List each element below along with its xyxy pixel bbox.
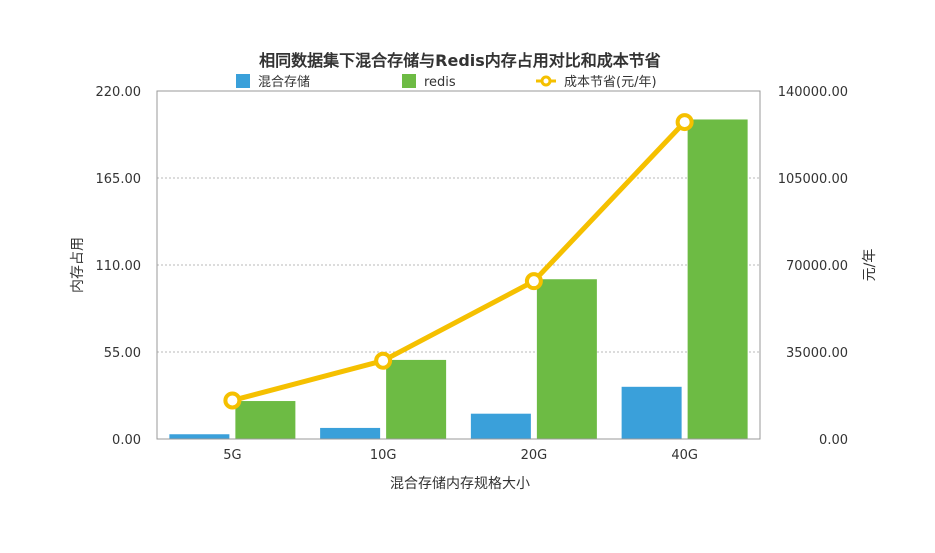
cost-saving-point — [524, 272, 543, 291]
y2-axis-ticks: 0.00 35000.00 70000.00 105000.00 140000.00 — [778, 85, 848, 448]
y-axis-ticks: 0.00 55.00 110.00 165.00 220.00 — [96, 85, 142, 448]
bar-redis — [386, 359, 447, 439]
y-axis-label: 内存占用 — [70, 237, 86, 293]
y2-tick-label: 35000.00 — [786, 346, 848, 361]
legend-label-cost: 成本节省(元/年) — [564, 75, 657, 90]
cost-saving-point — [223, 391, 242, 410]
legend-label-hybrid: 混合存储 — [258, 75, 310, 90]
cost-line-layer — [223, 113, 694, 410]
x-axis-ticks: 5G 10G 20G 40G — [223, 448, 698, 463]
cost-saving-point — [374, 351, 393, 370]
cost-saving-point — [675, 113, 694, 132]
y-tick-label: 165.00 — [96, 172, 142, 187]
y2-tick-label: 140000.00 — [778, 85, 848, 100]
bar-redis — [235, 401, 296, 439]
x-axis-label: 混合存储内存规格大小 — [390, 476, 530, 492]
y2-tick-label: 105000.00 — [778, 172, 848, 187]
legend-swatch-hybrid — [236, 74, 250, 88]
y-tick-label: 55.00 — [104, 346, 141, 361]
legend-marker-cost — [540, 75, 552, 87]
bar-hybrid-storage — [169, 434, 230, 439]
plot-frame — [156, 90, 761, 440]
grid — [157, 177, 760, 353]
bar-hybrid-storage — [320, 427, 381, 439]
x-tick-label: 20G — [521, 448, 548, 463]
x-tick-label: 10G — [370, 448, 397, 463]
y2-tick-label: 0.00 — [819, 433, 848, 448]
legend-swatch-redis — [402, 74, 416, 88]
x-tick-label: 5G — [223, 448, 241, 463]
y2-tick-label: 70000.00 — [786, 259, 848, 274]
bar-redis — [536, 279, 597, 439]
cost-saving-line — [229, 119, 688, 403]
y-tick-label: 220.00 — [96, 85, 142, 100]
legend: 混合存储 redis 成本节省(元/年) — [236, 74, 657, 90]
chart-title: 相同数据集下混合存储与Redis内存占用对比和成本节省 — [259, 51, 661, 70]
y-tick-label: 0.00 — [112, 433, 141, 448]
bar-hybrid-storage — [470, 413, 531, 439]
y2-axis-label: 元/年 — [862, 249, 878, 282]
legend-label-redis: redis — [424, 75, 456, 90]
y-tick-label: 110.00 — [96, 259, 142, 274]
bars — [169, 119, 748, 440]
bar-redis — [687, 119, 748, 440]
x-tick-label: 40G — [671, 448, 698, 463]
bar-hybrid-storage — [621, 386, 682, 439]
